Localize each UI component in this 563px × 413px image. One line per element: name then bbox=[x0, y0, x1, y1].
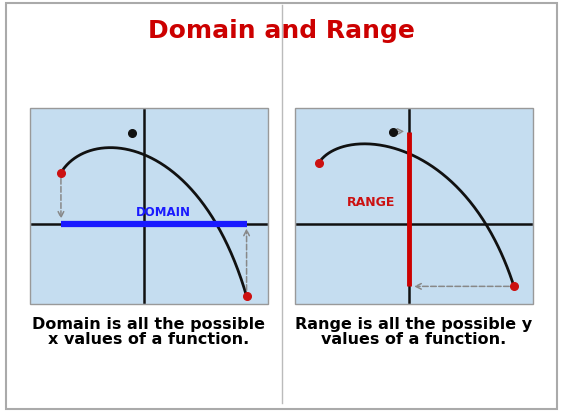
Bar bbox=[30, 109, 268, 304]
Text: Domain is all the possible: Domain is all the possible bbox=[33, 316, 266, 331]
Text: values of a function.: values of a function. bbox=[321, 331, 507, 346]
Text: Range is all the possible y: Range is all the possible y bbox=[296, 316, 533, 331]
Text: x values of a function.: x values of a function. bbox=[48, 331, 249, 346]
Text: DOMAIN: DOMAIN bbox=[136, 205, 191, 218]
Text: RANGE: RANGE bbox=[347, 195, 395, 208]
Bar bbox=[295, 109, 533, 304]
Text: Domain and Range: Domain and Range bbox=[148, 19, 415, 43]
